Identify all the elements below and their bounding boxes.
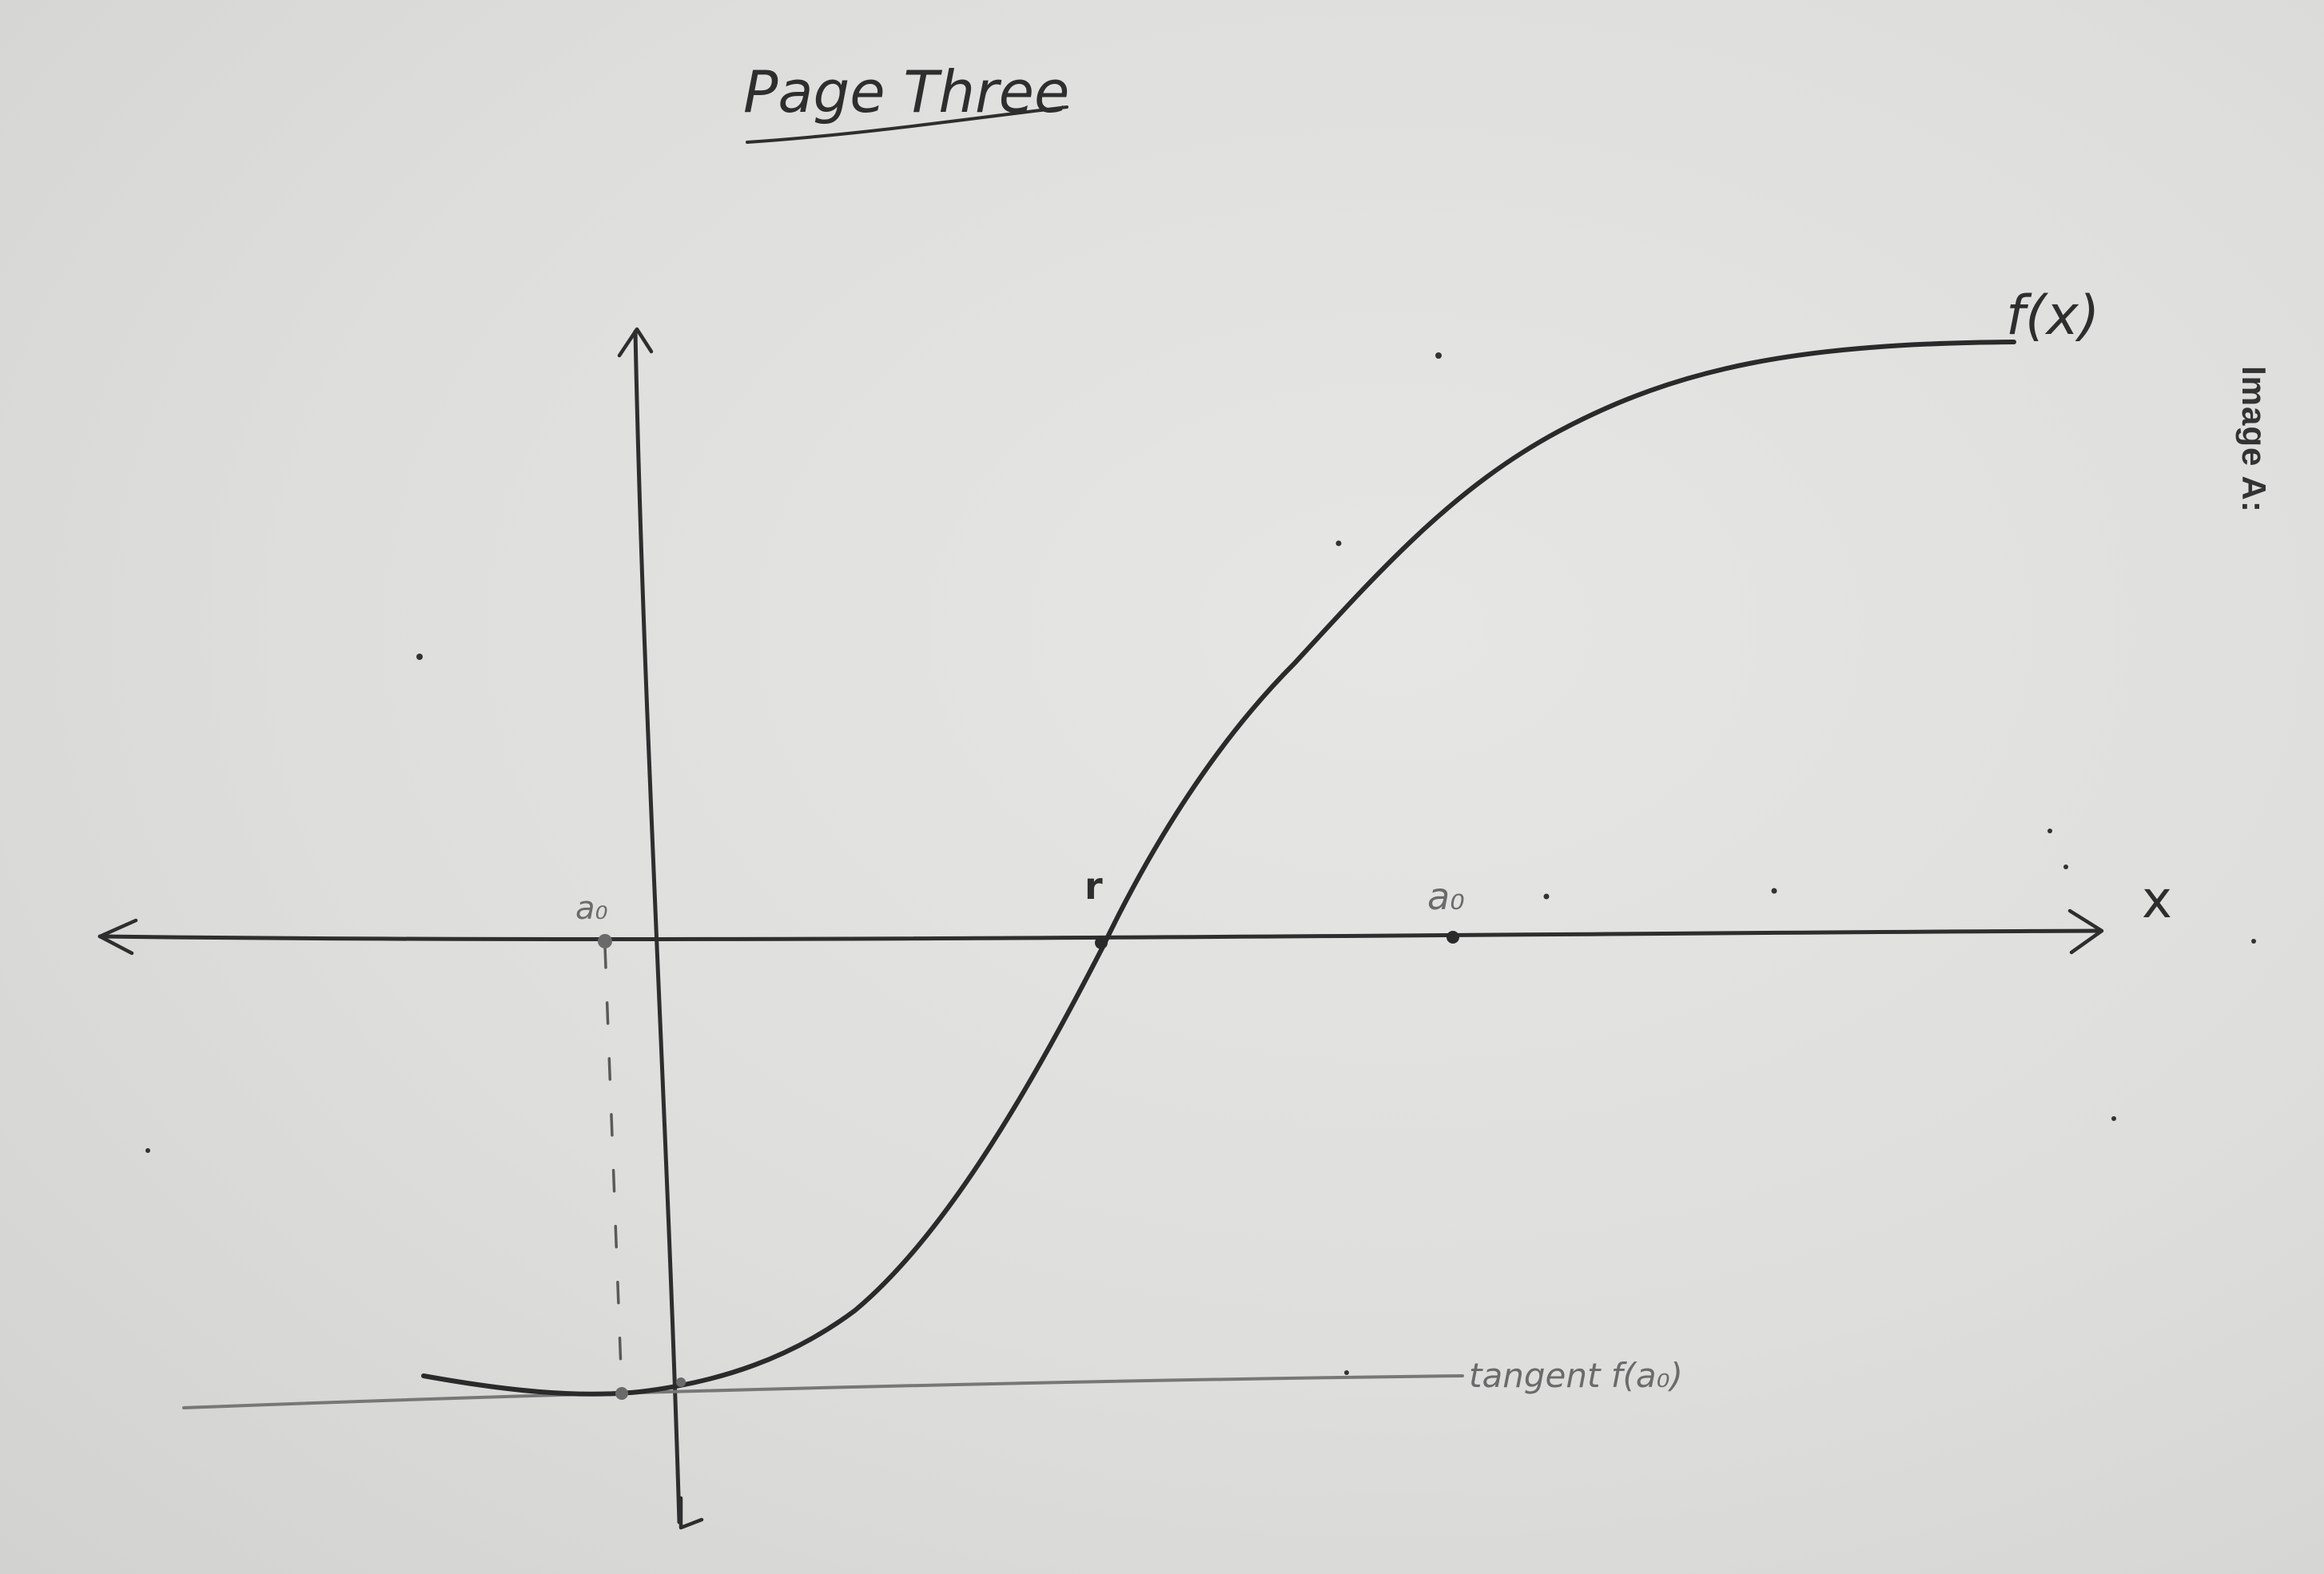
root-point (1095, 936, 1108, 949)
right-a0-point (1447, 931, 1459, 944)
left-a0-label: a₀ (575, 890, 608, 927)
tangent-point (615, 1387, 628, 1400)
tangent-label: tangent f(a₀) (1469, 1356, 1683, 1395)
image-caption-label: Image A: (2235, 366, 2273, 513)
y-axis (633, 329, 682, 1524)
root-label: r (1084, 865, 1103, 908)
function-label: f(x) (2006, 284, 2099, 348)
dashed-guide-line (603, 945, 623, 1392)
x-axis-left-arrow (97, 918, 138, 956)
page-title: Page Three (743, 58, 1069, 125)
title-underline (746, 105, 1068, 144)
paper-specks (145, 352, 2256, 1375)
tangent-line (182, 1374, 1464, 1409)
y-axis-down-arrow (678, 1496, 704, 1530)
y-axis-up-arrow (617, 327, 654, 358)
x-axis-right-arrow (2067, 908, 2104, 955)
tangent-point-mark (676, 1377, 686, 1387)
x-axis-label: x (2142, 871, 2172, 930)
left-a0-point (598, 934, 612, 948)
function-curve (421, 340, 2016, 1397)
right-a0-label: a₀ (1427, 875, 1465, 918)
x-axis (97, 928, 2103, 942)
